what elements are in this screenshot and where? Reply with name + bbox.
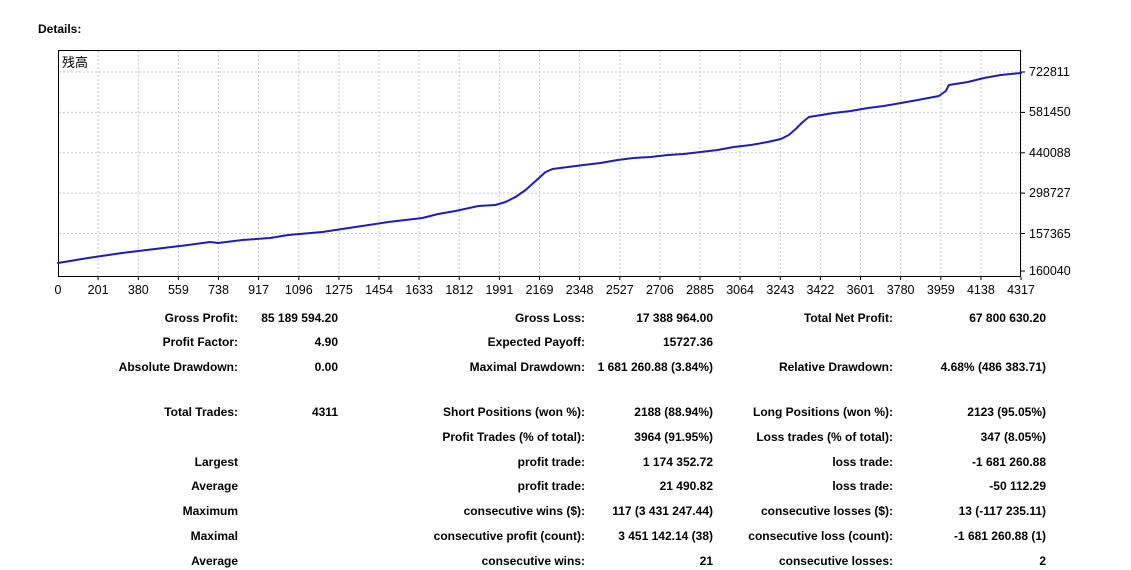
x-axis-label: 2885 xyxy=(686,283,714,297)
x-axis-label: 738 xyxy=(208,283,229,297)
y-axis-label: 298727 xyxy=(1029,186,1071,200)
stat-value: 21 xyxy=(699,554,713,568)
x-axis-label: 1454 xyxy=(365,283,393,297)
x-axis-label: 1633 xyxy=(405,283,433,297)
page-title: Details: xyxy=(38,22,82,36)
stat-label: profit trade: xyxy=(517,455,585,469)
y-axis-label: 160040 xyxy=(1029,264,1071,278)
x-axis-label: 3601 xyxy=(846,283,875,297)
x-axis-label: 1812 xyxy=(445,283,474,297)
stat-label: Long Positions (won %): xyxy=(753,405,893,419)
stat-label: Short Positions (won %): xyxy=(443,405,585,419)
stat-label: consecutive losses: xyxy=(778,554,893,568)
x-axis-label: 917 xyxy=(248,283,270,297)
stat-value: 67 800 630.20 xyxy=(969,311,1046,325)
x-axis-label: 1275 xyxy=(324,283,353,297)
stat-label: Profit Factor: xyxy=(162,335,238,349)
stat-value: 15727.36 xyxy=(662,335,713,349)
stat-value: 85 189 594.20 xyxy=(261,311,338,325)
x-axis-label: 1096 xyxy=(284,283,313,297)
stat-label: consecutive loss (count): xyxy=(748,529,893,543)
stat-label: Maximal Drawdown: xyxy=(469,360,585,374)
stat-label: Total Net Profit: xyxy=(803,311,893,325)
stat-label: Maximum xyxy=(182,504,238,518)
x-axis-label: 3780 xyxy=(886,283,915,297)
stat-label: loss trade: xyxy=(832,479,893,493)
stat-label: Largest xyxy=(194,455,238,469)
stat-label: Absolute Drawdown: xyxy=(118,360,238,374)
x-axis-label: 3422 xyxy=(806,283,835,297)
stat-value: 3 451 142.14 (38) xyxy=(618,529,713,543)
y-axis-label: 440088 xyxy=(1029,146,1071,160)
stat-label: Gross Loss: xyxy=(514,311,585,325)
x-axis-label: 559 xyxy=(167,283,189,297)
stat-label: Expected Payoff: xyxy=(487,335,585,349)
x-axis-label: 2527 xyxy=(605,283,634,297)
stat-label: Gross Profit: xyxy=(164,311,238,325)
balance-chart: 残高 xyxy=(57,50,1025,280)
x-axis-label: 2348 xyxy=(565,283,594,297)
stat-value: 4.68% (486 383.71) xyxy=(940,360,1046,374)
stat-label: Profit Trades (% of total): xyxy=(442,430,585,444)
stat-label: profit trade: xyxy=(517,479,585,493)
stat-value: 17 388 964.00 xyxy=(636,311,713,325)
stat-value: 3964 (91.95%) xyxy=(634,430,713,444)
x-axis-label: 201 xyxy=(87,283,109,297)
stat-value: 4311 xyxy=(311,405,338,419)
stat-label: loss trade: xyxy=(832,455,893,469)
stat-value: 117 (3 431 247.44) xyxy=(612,504,713,518)
stat-value: 13 (-117 235.11) xyxy=(958,504,1046,518)
stat-label: consecutive wins: xyxy=(481,554,585,568)
stat-label: Relative Drawdown: xyxy=(778,360,893,374)
x-axis-label: 3959 xyxy=(926,283,955,297)
x-axis-label: 3243 xyxy=(766,283,795,297)
stat-label: Average xyxy=(191,554,238,568)
stat-value: 21 490.82 xyxy=(659,479,713,493)
y-axis-label: 722811 xyxy=(1029,65,1070,79)
stat-label: consecutive wins ($): xyxy=(463,504,585,518)
stat-value: 2 xyxy=(1039,554,1046,568)
stat-value: -1 681 260.88 (1) xyxy=(953,529,1046,543)
stat-label: consecutive losses ($): xyxy=(760,504,893,518)
stat-label: Loss trades (% of total): xyxy=(756,430,893,444)
stat-label: Total Trades: xyxy=(164,405,238,419)
balance-series-label: 残高 xyxy=(62,55,89,70)
chart-border xyxy=(58,50,1021,277)
stat-value: 2188 (88.94%) xyxy=(634,405,713,419)
x-axis-label: 0 xyxy=(54,283,62,297)
balance-curve xyxy=(57,72,1022,264)
stat-value: 0.00 xyxy=(314,360,338,374)
x-axis-label: 1991 xyxy=(485,283,514,297)
stat-value: 347 (8.05%) xyxy=(980,430,1046,444)
y-axis-label: 581450 xyxy=(1029,105,1071,119)
x-axis-label: 4138 xyxy=(966,283,995,297)
x-axis-label: 380 xyxy=(127,283,149,297)
stat-value: 4.90 xyxy=(314,335,338,349)
x-axis-label: 3064 xyxy=(726,283,754,297)
y-axis-label: 157365 xyxy=(1029,227,1071,241)
stat-value: 1 174 352.72 xyxy=(642,455,713,469)
stat-value: 2123 (95.05%) xyxy=(967,405,1046,419)
x-axis-label: 4317 xyxy=(1007,283,1035,297)
stat-value: -50 112.29 xyxy=(989,479,1046,493)
stat-label: Average xyxy=(191,479,238,493)
stat-value: -1 681 260.88 xyxy=(971,455,1046,469)
balance-chart-svg xyxy=(57,50,1025,280)
stat-label: consecutive profit (count): xyxy=(433,529,585,543)
x-axis-label: 2169 xyxy=(525,283,554,297)
x-axis-label: 2706 xyxy=(645,283,674,297)
stat-label: Maximal xyxy=(190,529,238,543)
stat-value: 1 681 260.88 (3.84%) xyxy=(597,360,713,374)
